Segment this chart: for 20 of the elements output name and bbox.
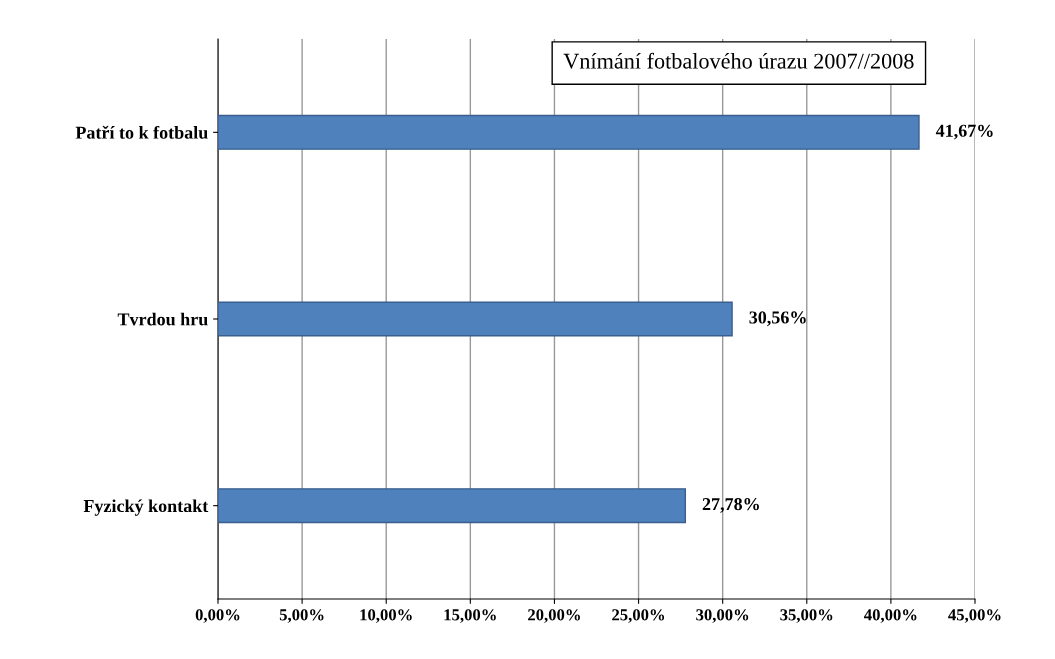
y-tick-label: Patří to k fotbalu (75, 125, 208, 139)
bar (218, 488, 687, 524)
x-tick-label: 40,00% (864, 609, 917, 623)
x-tick-label: 0,00% (195, 609, 240, 623)
chart-title: Vnímání fotbalového úrazu 2007//2008 (563, 52, 914, 69)
bar (218, 114, 920, 150)
y-tick-label: Fyzický kontakt (83, 499, 209, 516)
data-label: 41,67% (935, 124, 993, 140)
x-tick-label: 20,00% (528, 609, 580, 623)
data-label: 30,56% (749, 311, 806, 327)
y-tick-label: Tvrdou hru (117, 312, 208, 326)
x-tick-label: 10,00% (360, 609, 412, 623)
x-tick-label: 15,00% (444, 609, 496, 623)
data-label: 27,78% (702, 498, 759, 513)
x-tick-label: 5,00% (279, 609, 324, 623)
x-tick-label: 45,00% (948, 609, 1001, 623)
x-tick-label: 25,00% (612, 609, 665, 623)
x-tick-label: 30,00% (696, 609, 749, 623)
bar (218, 301, 733, 337)
x-tick-label: 35,00% (780, 609, 833, 623)
